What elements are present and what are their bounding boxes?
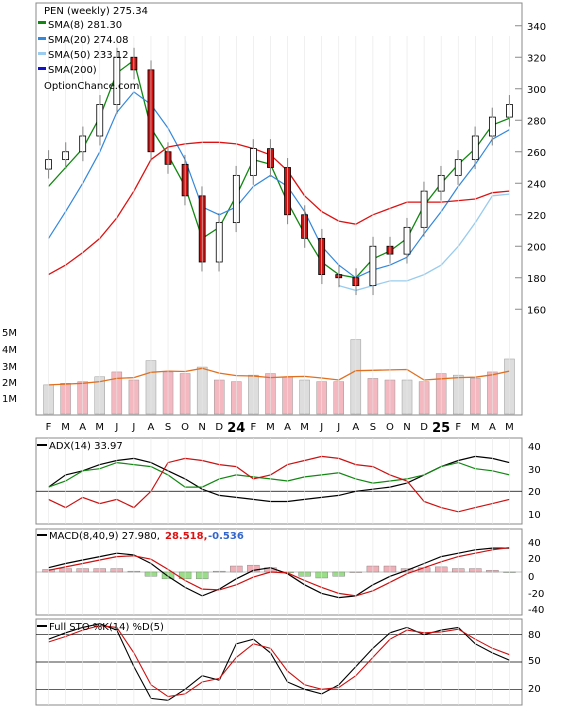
price-tick-label: 220	[527, 211, 546, 222]
macd-signal-line	[48, 547, 510, 597]
series-sma8	[48, 59, 510, 279]
month-label: F	[251, 422, 257, 433]
watermark: OptionChance.com	[44, 81, 139, 92]
macd-tick-40: 40	[528, 538, 541, 549]
month-label: A	[352, 422, 359, 433]
adx-title: ADX(14) 33.97	[49, 441, 123, 452]
macd-hist-value: -0.536	[208, 531, 244, 542]
month-label: J	[319, 422, 323, 433]
sto-tick-50: 50	[528, 656, 541, 667]
month-label: N	[198, 422, 205, 433]
legend-swatch-sma8	[38, 21, 46, 24]
macd-tick-m40: -40	[528, 605, 544, 616]
month-label: S	[370, 422, 376, 433]
sto-tick-80: 80	[528, 630, 541, 641]
volume-tick-2m: 2M	[2, 378, 17, 389]
adx-series-minusdi	[48, 455, 510, 513]
month-label: M	[61, 422, 70, 433]
macd-signal-value: 28.518,	[165, 531, 207, 542]
macd-line	[48, 547, 510, 599]
month-label: M	[505, 422, 514, 433]
x-axis: F M A M J J A S O N D 24 F M A M J J A S O N D 25 F M A M	[46, 36, 514, 705]
month-label: F	[46, 422, 52, 433]
legend-sma20: SMA(20) 274.08	[48, 35, 129, 46]
month-label: O	[181, 422, 189, 433]
price-title: PEN (weekly) 275.34	[44, 6, 148, 17]
legend-sma50: SMA(50) 233.12	[48, 50, 129, 61]
month-label: 25	[432, 421, 450, 436]
month-label: N	[403, 422, 410, 433]
price-tick-label: 300	[527, 85, 546, 96]
series-sma200	[48, 141, 510, 276]
legend-swatch-sma200	[38, 67, 46, 70]
legend-swatch-sma20	[38, 37, 46, 40]
macd-legend-swatch	[37, 534, 47, 536]
price-volume-frame	[35, 2, 523, 416]
price-tick-label: 160	[527, 305, 546, 316]
price-legend: PEN (weekly) 275.34 SMA(8) 281.30 SMA(20…	[38, 6, 148, 92]
adx-tick-20: 20	[528, 487, 541, 498]
price-tick-label: 180	[527, 274, 546, 285]
month-label: A	[284, 422, 291, 433]
adx-tick-10: 10	[528, 510, 541, 521]
month-label: D	[215, 422, 223, 433]
volume-tick-3m: 3M	[2, 362, 17, 373]
legend-swatch-sma50	[38, 52, 46, 55]
macd-tick-m20: -20	[528, 589, 544, 600]
volume-tick-4m: 4M	[2, 345, 17, 356]
macd-title: MACD(8,40,9) 27.980,	[49, 531, 160, 542]
volume-tick-1m: 1M	[2, 394, 17, 405]
macd-tick-0: 0	[528, 572, 534, 583]
price-tick-label: 240	[527, 179, 546, 190]
month-label: M	[471, 422, 480, 433]
month-label: M	[266, 422, 275, 433]
adx-series-plusdi	[48, 461, 510, 488]
macd-tick-20: 20	[528, 554, 541, 565]
month-label: M	[300, 422, 309, 433]
adx-legend-swatch	[37, 444, 47, 446]
price-tick-label: 260	[527, 148, 546, 159]
month-label: O	[386, 422, 394, 433]
price-tick-label: 340	[527, 22, 546, 33]
price-tick-label: 280	[527, 116, 546, 127]
month-label: 24	[227, 421, 245, 436]
legend-sma200: SMA(200)	[48, 65, 97, 76]
month-label: A	[148, 422, 155, 433]
month-label: J	[114, 422, 118, 433]
price-tick-label: 320	[527, 53, 546, 64]
month-label: J	[336, 422, 340, 433]
month-label: S	[165, 422, 171, 433]
volume-average-line	[48, 367, 510, 386]
adx-tick-40: 40	[528, 442, 541, 453]
month-label: F	[455, 422, 461, 433]
volume-tick-5m: 5M	[2, 328, 17, 339]
macd-labels: MACD(8,40,9) 27.980, 28.518, -0.536 40 2…	[37, 531, 544, 616]
series-sma20	[47, 91, 510, 279]
sto-title: Full STO %K(14) %D(5)	[49, 622, 164, 633]
sto-legend-swatch	[37, 625, 47, 627]
adx-labels: ADX(14) 33.97 40 30 20 10	[37, 441, 541, 521]
month-label: D	[420, 422, 428, 433]
adx-tick-30: 30	[528, 465, 541, 476]
month-label: A	[489, 422, 496, 433]
month-label: A	[79, 422, 86, 433]
sto-labels: Full STO %K(14) %D(5) 80 50 20	[37, 622, 541, 695]
legend-sma8: SMA(8) 281.30	[48, 20, 122, 31]
month-label: M	[95, 422, 104, 433]
sto-d-line	[48, 625, 510, 698]
month-label: J	[131, 422, 135, 433]
volume-axis: 5M 4M 3M 2M 1M	[2, 328, 17, 405]
price-tick-label: 200	[527, 242, 546, 253]
sto-tick-20: 20	[528, 684, 541, 695]
